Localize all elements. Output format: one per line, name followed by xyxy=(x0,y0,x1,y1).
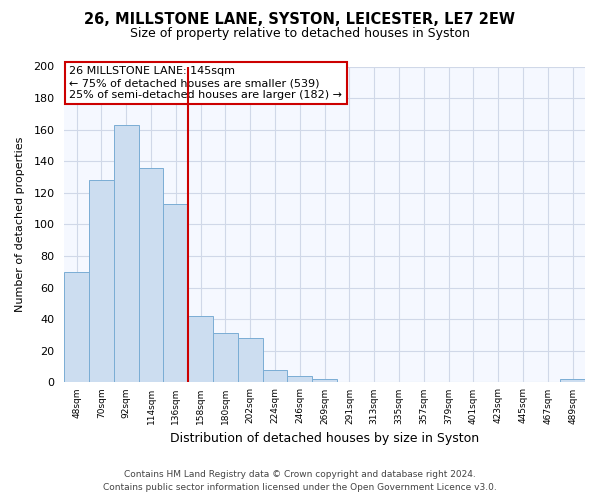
Bar xyxy=(213,334,238,382)
Y-axis label: Number of detached properties: Number of detached properties xyxy=(15,137,25,312)
Bar xyxy=(238,338,263,382)
Bar xyxy=(188,316,213,382)
Bar xyxy=(560,380,585,382)
Bar xyxy=(312,380,337,382)
Text: 26, MILLSTONE LANE, SYSTON, LEICESTER, LE7 2EW: 26, MILLSTONE LANE, SYSTON, LEICESTER, L… xyxy=(85,12,515,28)
Bar xyxy=(89,180,114,382)
Bar xyxy=(263,370,287,382)
Bar xyxy=(114,125,139,382)
Text: Contains HM Land Registry data © Crown copyright and database right 2024.
Contai: Contains HM Land Registry data © Crown c… xyxy=(103,470,497,492)
Bar xyxy=(163,204,188,382)
Bar xyxy=(287,376,312,382)
Text: 26 MILLSTONE LANE: 145sqm
← 75% of detached houses are smaller (539)
25% of semi: 26 MILLSTONE LANE: 145sqm ← 75% of detac… xyxy=(70,66,343,100)
Text: Size of property relative to detached houses in Syston: Size of property relative to detached ho… xyxy=(130,28,470,40)
X-axis label: Distribution of detached houses by size in Syston: Distribution of detached houses by size … xyxy=(170,432,479,445)
Bar xyxy=(64,272,89,382)
Bar xyxy=(139,168,163,382)
